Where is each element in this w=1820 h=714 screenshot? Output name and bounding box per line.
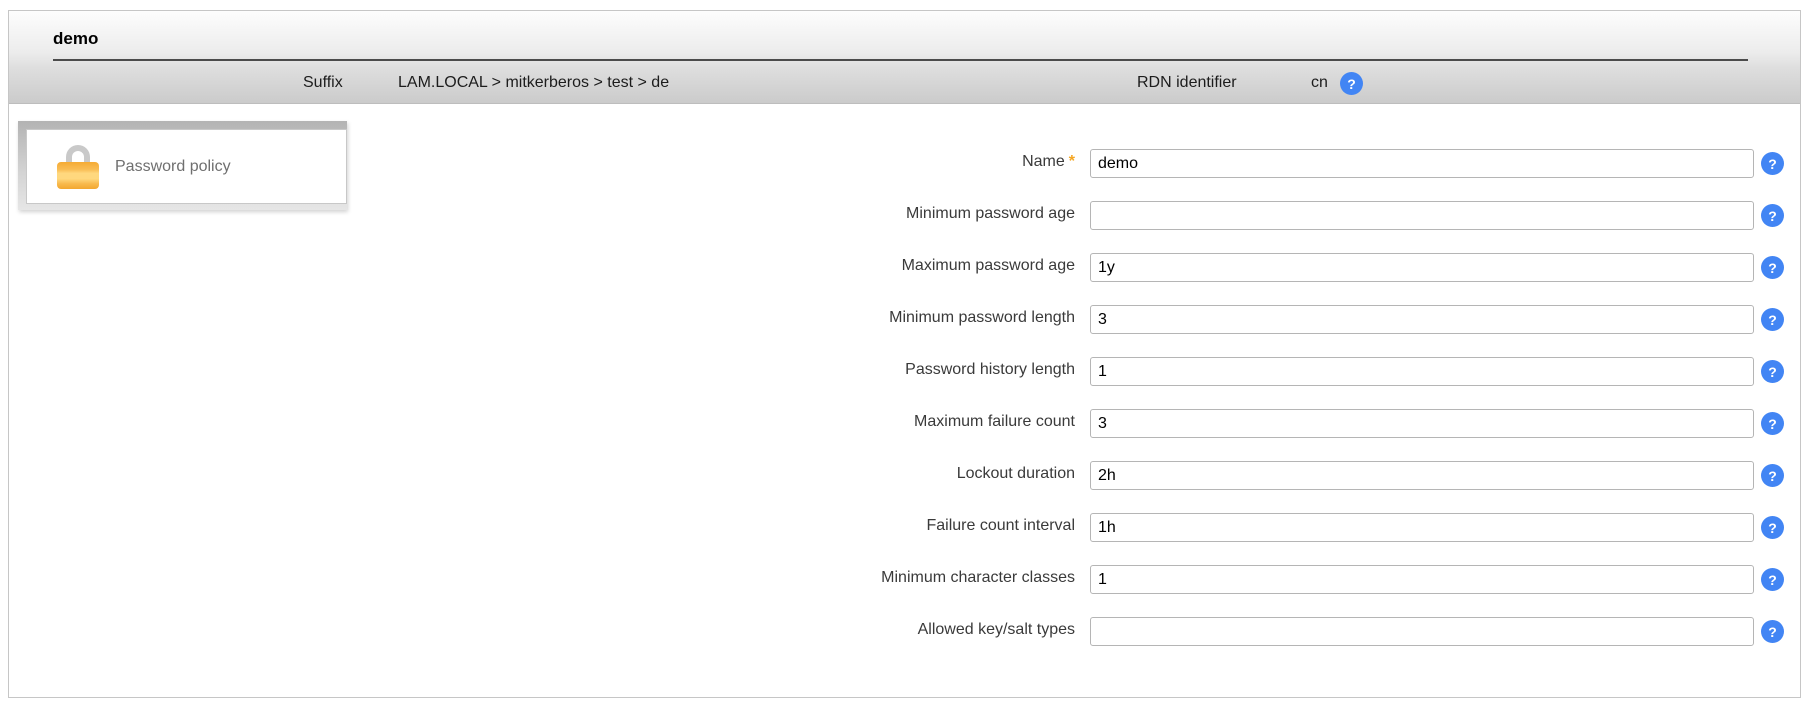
field-help-icon[interactable]: ? xyxy=(1761,464,1784,487)
field-label: Name * xyxy=(1022,153,1075,170)
field-label: Maximum password age xyxy=(901,257,1075,274)
title-divider xyxy=(53,59,1748,61)
field-label: Minimum password length xyxy=(889,309,1075,326)
form-row: Password history length ? xyxy=(9,357,1800,387)
page-title: demo xyxy=(53,29,99,48)
field-label: Failure count interval xyxy=(926,517,1075,534)
tab-password-policy[interactable]: Password policy xyxy=(26,129,347,204)
field-help-icon[interactable]: ? xyxy=(1761,152,1784,175)
field-help-icon[interactable]: ? xyxy=(1761,204,1784,227)
field-input-password-history-length[interactable] xyxy=(1090,357,1754,386)
form-row: Maximum failure count ? xyxy=(9,409,1800,439)
required-marker: * xyxy=(1068,153,1075,170)
field-input-lockout-duration[interactable] xyxy=(1090,461,1754,490)
tab-password-policy-label: Password policy xyxy=(115,157,231,175)
field-input-failure-count-interval[interactable] xyxy=(1090,513,1754,542)
rdn-identifier-value: cn xyxy=(1311,74,1328,91)
page-frame: demo Suffix LAM.LOCAL > mitkerberos > te… xyxy=(8,10,1801,698)
form-row: Maximum password age ? xyxy=(9,253,1800,283)
field-help-icon[interactable]: ? xyxy=(1761,308,1784,331)
entry-header: demo Suffix LAM.LOCAL > mitkerberos > te… xyxy=(9,11,1800,104)
lock-icon xyxy=(57,144,99,189)
field-label: Maximum failure count xyxy=(914,413,1075,430)
field-label: Allowed key/salt types xyxy=(917,621,1075,638)
field-input-name[interactable] xyxy=(1090,149,1754,178)
form-row: Minimum password length ? xyxy=(9,305,1800,335)
form-row: Allowed key/salt types ? xyxy=(9,617,1800,647)
suffix-breadcrumb: LAM.LOCAL > mitkerberos > test > de xyxy=(398,74,670,91)
field-input-minimum-character-classes[interactable] xyxy=(1090,565,1754,594)
field-label: Minimum password age xyxy=(906,205,1075,222)
field-label: Minimum character classes xyxy=(881,569,1075,586)
field-help-icon[interactable]: ? xyxy=(1761,360,1784,383)
field-input-allowed-key-salt-types[interactable] xyxy=(1090,617,1754,646)
field-input-maximum-password-age[interactable] xyxy=(1090,253,1754,282)
form-row: Minimum password age ? xyxy=(9,201,1800,231)
field-input-maximum-failure-count[interactable] xyxy=(1090,409,1754,438)
field-input-minimum-password-length[interactable] xyxy=(1090,305,1754,334)
field-input-minimum-password-age[interactable] xyxy=(1090,201,1754,230)
field-help-icon[interactable]: ? xyxy=(1761,620,1784,643)
form-row: Minimum character classes ? xyxy=(9,565,1800,595)
form-row: Lockout duration ? xyxy=(9,461,1800,491)
form-row: Name* ? xyxy=(9,149,1800,179)
rdn-help-icon[interactable]: ? xyxy=(1340,72,1363,95)
field-label: Password history length xyxy=(905,361,1075,378)
rdn-identifier-label: RDN identifier xyxy=(1137,74,1237,91)
field-help-icon[interactable]: ? xyxy=(1761,568,1784,591)
field-help-icon[interactable]: ? xyxy=(1761,256,1784,279)
password-policy-form: Name* ? Minimum password age ? Maximum p… xyxy=(9,105,1800,698)
suffix-label: Suffix xyxy=(303,74,343,91)
field-help-icon[interactable]: ? xyxy=(1761,412,1784,435)
field-help-icon[interactable]: ? xyxy=(1761,516,1784,539)
field-label: Lockout duration xyxy=(956,465,1075,482)
form-row: Failure count interval ? xyxy=(9,513,1800,543)
tab-password-policy-wrap: Password policy xyxy=(18,121,347,210)
